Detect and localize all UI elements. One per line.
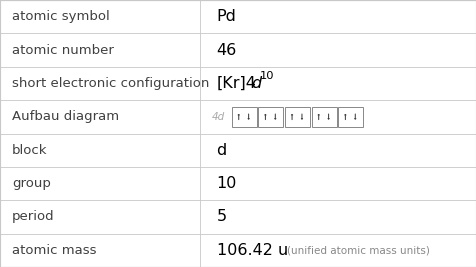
Text: [Kr]4: [Kr]4 bbox=[217, 76, 257, 91]
Text: 10: 10 bbox=[259, 71, 274, 81]
Bar bbox=[258, 107, 283, 127]
Bar bbox=[232, 107, 257, 127]
Text: 5: 5 bbox=[217, 209, 227, 225]
Text: atomic symbol: atomic symbol bbox=[12, 10, 109, 23]
Text: period: period bbox=[12, 210, 55, 223]
Text: 10: 10 bbox=[217, 176, 237, 191]
Text: short electronic configuration: short electronic configuration bbox=[12, 77, 209, 90]
Text: Aufbau diagram: Aufbau diagram bbox=[12, 110, 119, 123]
Text: block: block bbox=[12, 144, 48, 157]
Text: (unified atomic mass units): (unified atomic mass units) bbox=[287, 245, 430, 255]
Text: 46: 46 bbox=[217, 42, 237, 58]
Text: d: d bbox=[217, 143, 227, 158]
Bar bbox=[285, 107, 310, 127]
Text: Pd: Pd bbox=[217, 9, 237, 24]
Text: atomic mass: atomic mass bbox=[12, 244, 97, 257]
Bar bbox=[312, 107, 337, 127]
Text: atomic number: atomic number bbox=[12, 44, 114, 57]
Text: 106.42 u: 106.42 u bbox=[217, 243, 288, 258]
Text: d: d bbox=[251, 76, 261, 91]
Text: 4d: 4d bbox=[212, 112, 225, 122]
Text: group: group bbox=[12, 177, 51, 190]
Bar bbox=[338, 107, 363, 127]
